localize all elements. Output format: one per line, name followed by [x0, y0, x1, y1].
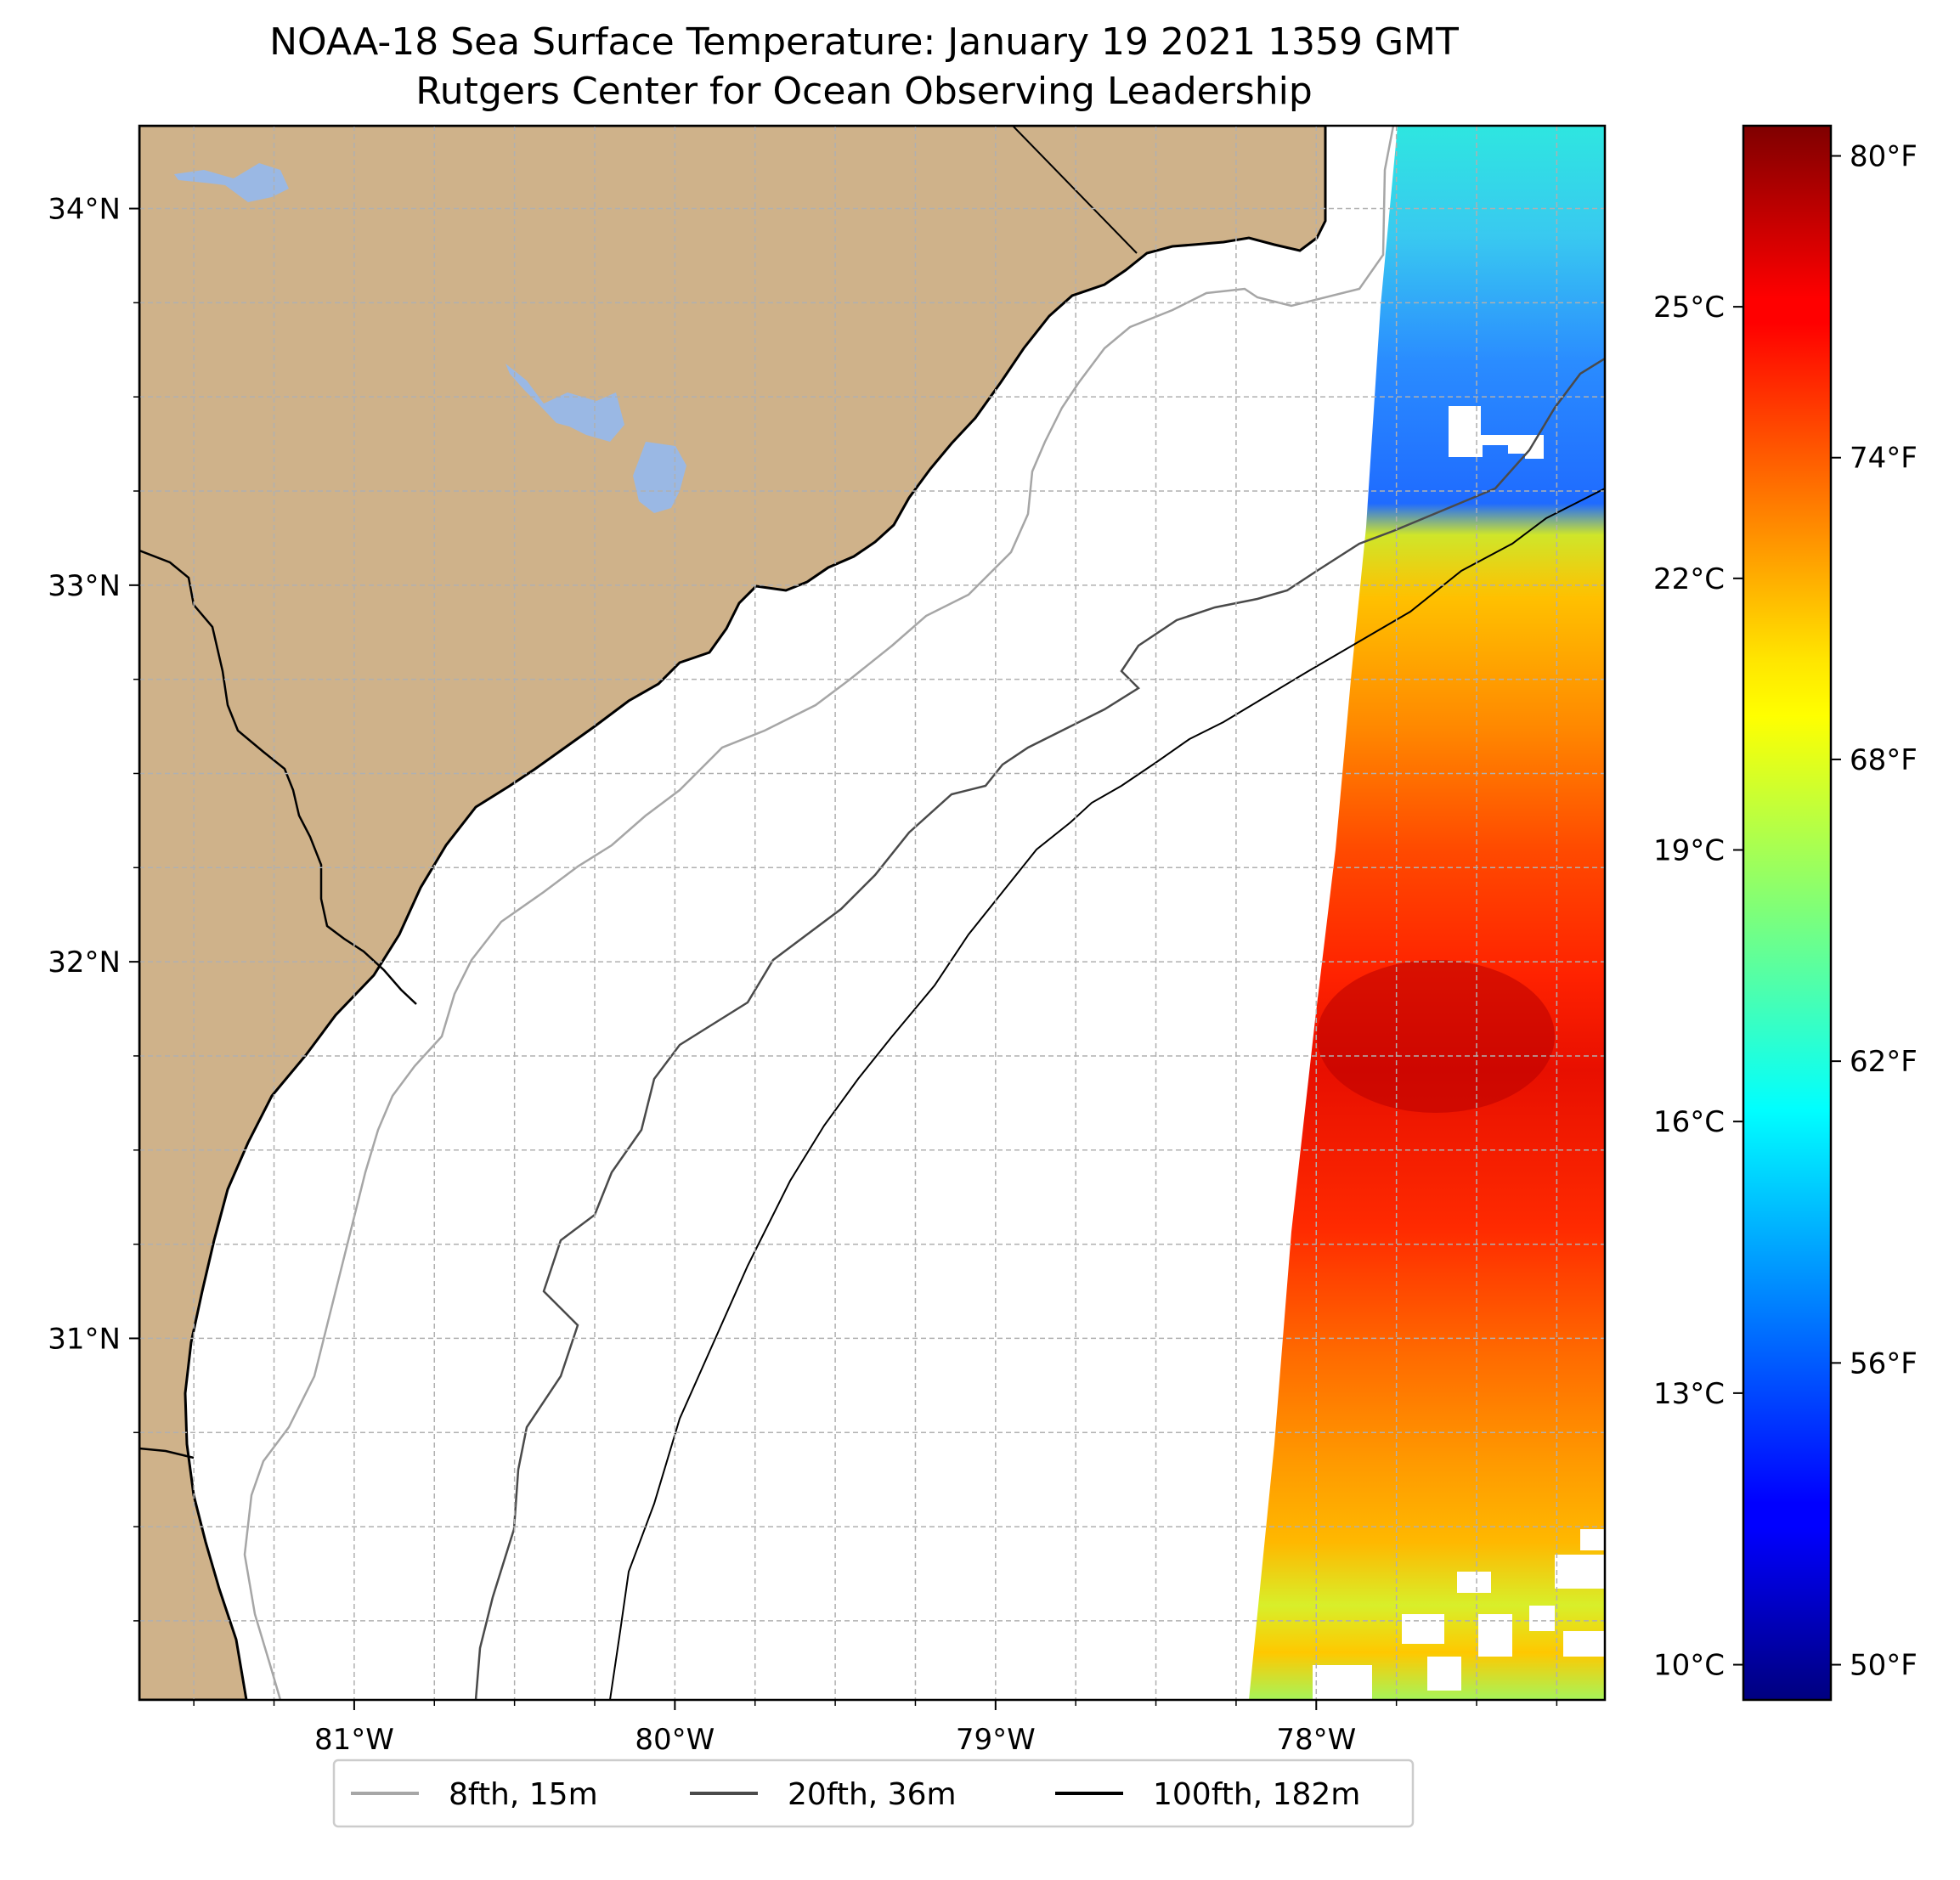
- celsius-tick-label: 16°C: [1653, 1105, 1725, 1139]
- isobath-100fth: [609, 488, 1605, 1700]
- lon-tick-label: 81°W: [314, 1723, 394, 1757]
- land: [139, 126, 1327, 1700]
- celsius-tick-label: 25°C: [1653, 291, 1725, 325]
- celsius-tick-label: 19°C: [1653, 833, 1725, 867]
- lat-tick-label: 34°N: [48, 193, 121, 227]
- celsius-tick-label: 22°C: [1653, 562, 1725, 596]
- lon-axis: 81°W 80°W 79°W 78°W: [193, 1700, 1558, 1757]
- legend-item-8fth: 8fth, 15m: [351, 1777, 598, 1812]
- legend-label: 100fth, 182m: [1153, 1777, 1360, 1812]
- legend-item-100fth: 100fth, 182m: [1055, 1777, 1360, 1812]
- fahrenheit-tick-label: 62°F: [1850, 1045, 1918, 1079]
- lake-north: [174, 163, 289, 202]
- sst-swath: [1249, 126, 1605, 1700]
- celsius-tick-label: 10°C: [1653, 1649, 1725, 1683]
- map-subtitle: Rutgers Center for Ocean Observing Leade…: [415, 70, 1313, 113]
- sst-nodata-patch: [1313, 1529, 1605, 1699]
- sst-nodata-patch: [1449, 406, 1544, 459]
- state-boundary: [139, 1447, 195, 1459]
- fahrenheit-tick-label: 50°F: [1850, 1649, 1918, 1683]
- lon-tick-label: 79°W: [956, 1723, 1036, 1757]
- fahrenheit-tick-label: 68°F: [1850, 743, 1918, 777]
- lake-moultrie: [633, 442, 686, 513]
- colorbar: [1742, 124, 1833, 1702]
- lat-tick-label: 32°N: [48, 946, 121, 980]
- lat-axis: 34°N 33°N 32°N 31°N: [48, 193, 139, 1622]
- colorbar-celsius-axis: 10°C 13°C 16°C 19°C 22°C 25°C: [1653, 291, 1743, 1683]
- legend-label: 8fth, 15m: [449, 1777, 598, 1812]
- isobath-20fth: [474, 357, 1605, 1700]
- lat-tick-label: 31°N: [48, 1322, 121, 1356]
- fahrenheit-tick-label: 80°F: [1850, 140, 1918, 174]
- gridlines: [139, 126, 1605, 1700]
- lake-marion-moultrie: [506, 364, 624, 442]
- map-area: [139, 126, 1605, 1700]
- celsius-tick-label: 13°C: [1653, 1377, 1725, 1411]
- legend-item-20fth: 20fth, 36m: [690, 1777, 957, 1812]
- state-boundary: [139, 549, 417, 1005]
- sst-warm-core: [1317, 960, 1555, 1113]
- lat-tick-label: 33°N: [48, 569, 121, 603]
- legend-box: [332, 1759, 1415, 1828]
- colorbar-fahrenheit-axis: 50°F 56°F 62°F 68°F 74°F 80°F: [1831, 140, 1918, 1683]
- fahrenheit-tick-label: 56°F: [1850, 1346, 1918, 1380]
- isobath-8fth: [243, 126, 1395, 1700]
- map-frame: [138, 124, 1607, 1702]
- lon-tick-label: 78°W: [1276, 1723, 1356, 1757]
- state-boundary: [1012, 126, 1138, 254]
- lon-tick-label: 80°W: [635, 1723, 715, 1757]
- map-title: NOAA-18 Sea Surface Temperature: January…: [269, 20, 1459, 64]
- legend-label: 20fth, 36m: [788, 1777, 957, 1812]
- fahrenheit-tick-label: 74°F: [1850, 442, 1918, 476]
